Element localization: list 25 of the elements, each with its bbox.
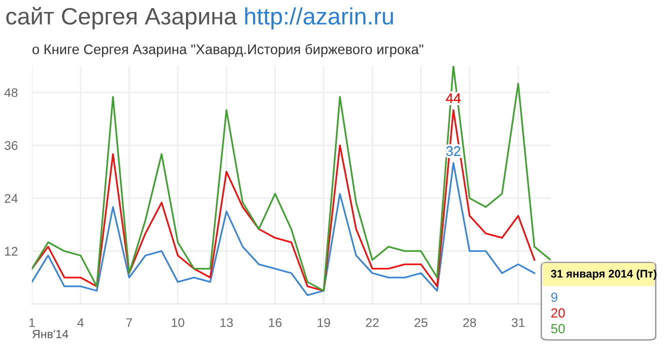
line-series: [32, 109, 536, 292]
x-tick-label: 10: [172, 318, 184, 328]
x-tick-label: 4: [77, 318, 84, 327]
chart-title: сайт Сергея Азарина http://azarin.ru: [6, 6, 393, 30]
y-tick-label: 24: [4, 194, 18, 203]
chart-subtitle: о Книге Сергея Азарина "Хавард.История биржевого игрока": [32, 44, 424, 57]
text: 9: [551, 292, 558, 302]
x-axis-title: Янв'14: [32, 330, 68, 338]
text: 50: [551, 324, 565, 334]
text: 20: [551, 308, 565, 318]
line-series: [32, 162, 536, 296]
x-tick-label: 31: [512, 318, 525, 328]
x-tick-label: 1: [29, 318, 35, 327]
x-tick-label: 13: [220, 318, 233, 328]
y-tick-label: 48: [4, 88, 18, 98]
y-tick-label: 36: [4, 141, 18, 150]
line-series: [32, 66, 551, 292]
x-tick-label: 28: [463, 318, 476, 328]
x-tick-label: 25: [414, 318, 428, 328]
y-tick-label: 12: [5, 246, 18, 256]
x-tick-label: 7: [126, 318, 132, 327]
x-tick-label: 22: [366, 318, 379, 327]
x-tick-label: 19: [318, 318, 330, 328]
text: 31 января 2014 (Пт): [550, 269, 656, 280]
x-tick-label: 16: [269, 318, 282, 328]
